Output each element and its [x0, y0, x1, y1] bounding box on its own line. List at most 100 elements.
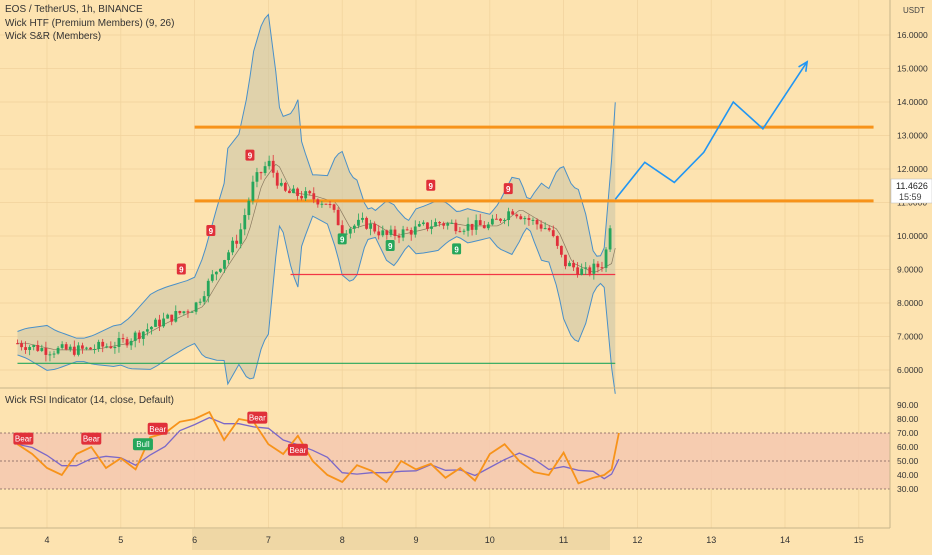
candle-body	[608, 228, 612, 250]
candle-body	[515, 214, 519, 217]
candle-body	[454, 222, 458, 232]
candle-body	[519, 216, 523, 220]
candle-body	[373, 223, 377, 232]
candle-body	[16, 343, 19, 345]
candle-body	[219, 268, 222, 272]
candle-body	[564, 254, 567, 267]
time-axis-highlight	[192, 529, 610, 550]
candle-body	[24, 347, 27, 350]
marker-label: 9	[506, 185, 511, 194]
rsi-axis: 90.00 80.00 70.00 60.00 50.00 40.00 30.00	[897, 400, 919, 494]
candle-body	[555, 236, 559, 246]
candle-body	[421, 222, 425, 225]
candle-body	[531, 219, 535, 221]
time-tick-label: 8	[340, 535, 345, 545]
time-tick-label: 15	[854, 535, 864, 545]
candle-body	[275, 172, 279, 186]
candle-body	[267, 160, 271, 167]
candle-body	[137, 332, 141, 339]
candle-body	[166, 314, 170, 319]
candle-body	[174, 311, 178, 322]
candle-body	[76, 345, 80, 355]
candle-body	[328, 204, 332, 206]
symbol-title: EOS / TetherUS, 1h, BINANCE	[5, 4, 143, 15]
price-axis: 16.000015.000014.000013.000012.000011.00…	[897, 30, 928, 375]
candle-body	[288, 190, 291, 194]
candle-body	[478, 220, 482, 226]
bollinger-upper	[17, 13, 616, 339]
candle-body	[446, 223, 450, 226]
rsi-tick-label: 70.00	[897, 428, 919, 438]
candle-body	[348, 228, 352, 234]
candle-body	[263, 166, 267, 174]
candle-body	[206, 280, 210, 297]
time-tick-label: 4	[44, 535, 49, 545]
time-tick-label: 13	[706, 535, 716, 545]
price-tick-label: 7.0000	[897, 332, 923, 342]
candle-body	[227, 252, 230, 261]
candle-body	[584, 267, 588, 269]
candle-body	[158, 319, 161, 327]
rsi-signal-badge	[81, 432, 102, 445]
candle-body	[109, 346, 113, 349]
candle-body	[499, 218, 502, 221]
candle-body	[198, 301, 202, 303]
candle-body	[588, 267, 592, 274]
candle-body	[450, 222, 454, 224]
rsi-signal-label: Bear	[83, 435, 100, 444]
marker-label: 9	[429, 182, 434, 191]
candle-body	[377, 231, 381, 236]
price-tick-label: 10.0000	[897, 231, 928, 241]
price-tick-label: 9.0000	[897, 265, 923, 275]
candle-body	[52, 353, 56, 355]
rsi-tick-label: 80.00	[897, 414, 919, 424]
candle-body	[308, 191, 312, 194]
candle-body	[113, 346, 117, 349]
candle-body	[482, 225, 486, 229]
candle-body	[600, 267, 604, 269]
marker-label: 9	[454, 245, 459, 254]
candle-body	[178, 311, 182, 314]
projection-arrowhead	[798, 60, 809, 72]
candle-body	[495, 218, 498, 220]
rsi-title: Wick RSI Indicator (14, close, Default)	[5, 395, 174, 406]
marker-box	[452, 243, 462, 255]
candle-body	[393, 229, 397, 237]
marker-label: 9	[179, 266, 184, 275]
rsi-signal-badge	[13, 432, 34, 445]
candle-body	[316, 199, 320, 205]
candle-body	[60, 344, 64, 348]
candle-body	[194, 302, 198, 312]
time-axis: 4 5 6 7 8 9 10 11 12 13 14 15	[44, 535, 863, 545]
candle-body	[470, 223, 474, 230]
candle-body	[397, 236, 401, 238]
time-tick-label: 7	[266, 535, 271, 545]
candle-body	[401, 229, 405, 238]
marker-box	[176, 263, 186, 275]
candle-body	[154, 319, 157, 327]
candle-body	[568, 262, 571, 267]
candle-body	[580, 268, 584, 275]
candle-body	[300, 195, 304, 199]
marker-box	[245, 149, 255, 161]
candle-body	[93, 348, 97, 350]
candle-body	[28, 347, 32, 350]
candle-body	[572, 262, 575, 268]
rsi-line	[17, 410, 620, 485]
candle-body	[121, 338, 125, 340]
price-tick-label: 16.0000	[897, 30, 928, 40]
price-axis-background	[890, 0, 932, 550]
candle-body	[535, 219, 539, 225]
rsi-tick-label: 30.00	[897, 484, 919, 494]
candle-body	[486, 224, 490, 229]
candle-body	[413, 226, 417, 235]
candle-body	[458, 231, 462, 233]
price-tick-label: 6.0000	[897, 365, 923, 375]
bollinger-bands	[17, 13, 616, 394]
candle-body	[340, 225, 344, 234]
candle-body	[490, 218, 494, 225]
rsi-signal-label: Bear	[149, 425, 166, 434]
time-tick-label: 9	[413, 535, 418, 545]
marker-label: 9	[340, 235, 345, 244]
